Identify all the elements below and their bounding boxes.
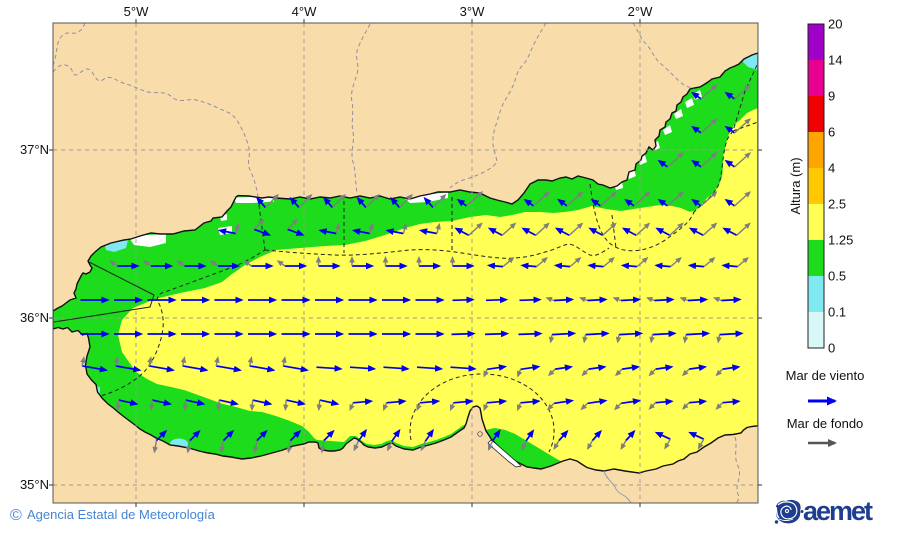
svg-text:©: © — [10, 507, 22, 524]
svg-text:6: 6 — [828, 125, 835, 140]
svg-text:37°N: 37°N — [20, 142, 49, 157]
svg-text:0: 0 — [828, 341, 835, 356]
svg-text:5°W: 5°W — [124, 4, 149, 19]
svg-text:1.25: 1.25 — [828, 233, 853, 248]
svg-text:Mar de fondo: Mar de fondo — [787, 416, 864, 431]
svg-text:14: 14 — [828, 53, 842, 68]
svg-text:35°N: 35°N — [20, 477, 49, 492]
svg-text:0.5: 0.5 — [828, 269, 846, 284]
svg-text:Altura (m): Altura (m) — [788, 157, 803, 214]
svg-text:Agencia Estatal de Meteorologí: Agencia Estatal de Meteorología — [27, 507, 216, 522]
svg-text:3°W: 3°W — [460, 4, 485, 19]
svg-text:4°W: 4°W — [292, 4, 317, 19]
svg-text:0.1: 0.1 — [828, 305, 846, 320]
svg-text:36°N: 36°N — [20, 310, 49, 325]
svg-text:20: 20 — [828, 17, 842, 32]
svg-text:9: 9 — [828, 89, 835, 104]
svg-text:aemet: aemet — [803, 496, 873, 526]
svg-text:4: 4 — [828, 161, 835, 176]
svg-text:2.5: 2.5 — [828, 197, 846, 212]
svg-text:2°W: 2°W — [628, 4, 653, 19]
svg-text:Mar de viento: Mar de viento — [786, 368, 865, 383]
